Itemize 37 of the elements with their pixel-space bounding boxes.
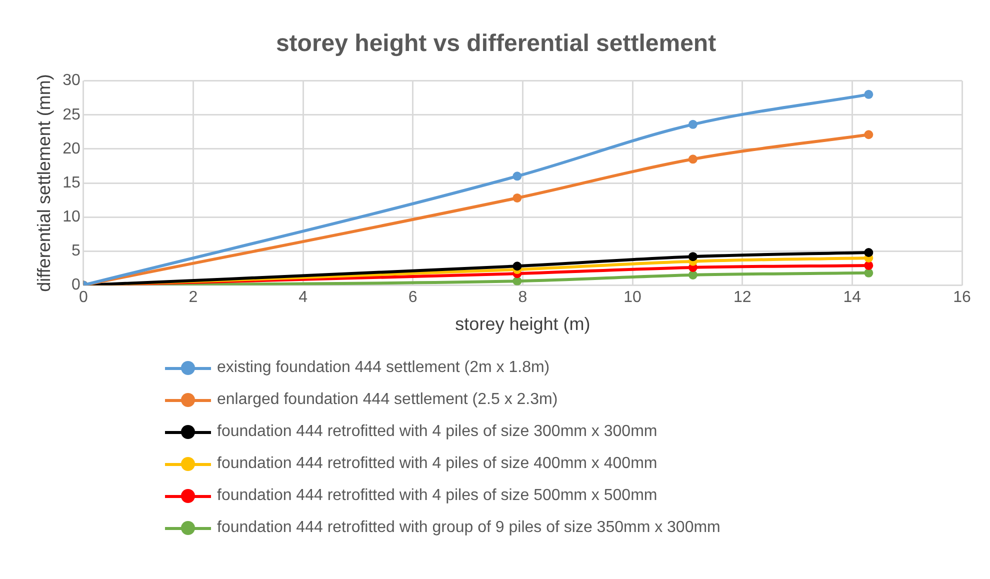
legend-label: foundation 444 retrofitted with group of 9 piles of size 350mm x 300mm: [217, 519, 720, 537]
y-tick-label: 30: [62, 72, 80, 90]
y-tick-label: 25: [62, 106, 80, 124]
point: [864, 268, 874, 278]
point: [864, 130, 874, 140]
x-tick-label: 2: [188, 289, 198, 306]
y-axis-title: differential settlement (mm): [34, 74, 54, 292]
point: [864, 260, 874, 270]
legend-label: foundation 444 retrofitted with 4 piles of size 300mm x 300mm: [217, 423, 658, 441]
point: [864, 90, 874, 99]
legend-label: foundation 444 retrofitted with 4 piles of size 400mm x 400mm: [217, 455, 658, 473]
x-tick-label: 8: [518, 289, 528, 306]
x-tick-label: 4: [298, 289, 308, 306]
point: [688, 120, 698, 129]
point: [512, 276, 522, 286]
y-tick-label: 20: [62, 140, 80, 158]
point: [512, 262, 522, 271]
x-tick-label: 6: [408, 289, 418, 306]
point: [688, 154, 698, 164]
x-tick-label: 12: [733, 289, 752, 306]
x-axis-title: storey height (m): [455, 314, 590, 334]
y-tick-label: 0: [71, 276, 80, 294]
legend-label: enlarged foundation 444 settlement (2.5 x 2.3m): [217, 391, 558, 409]
y-tick-label: 5: [71, 242, 80, 260]
x-tick-label: 16: [953, 289, 971, 306]
y-tick-label: 10: [62, 208, 80, 226]
x-tick-label: 10: [624, 289, 642, 306]
legend-label: existing foundation 444 settlement (2m x 1.8m): [217, 359, 550, 377]
legend-label: foundation 444 retrofitted with 4 piles of size 500mm x 500mm: [217, 487, 658, 505]
point: [512, 172, 522, 181]
y-tick-label: 15: [62, 174, 80, 192]
point: [864, 248, 874, 257]
point: [512, 193, 522, 202]
point: [688, 270, 698, 280]
x-tick-label: 14: [843, 289, 862, 306]
point: [688, 252, 698, 262]
chart-title: storey height vs differential settlement: [276, 30, 716, 58]
